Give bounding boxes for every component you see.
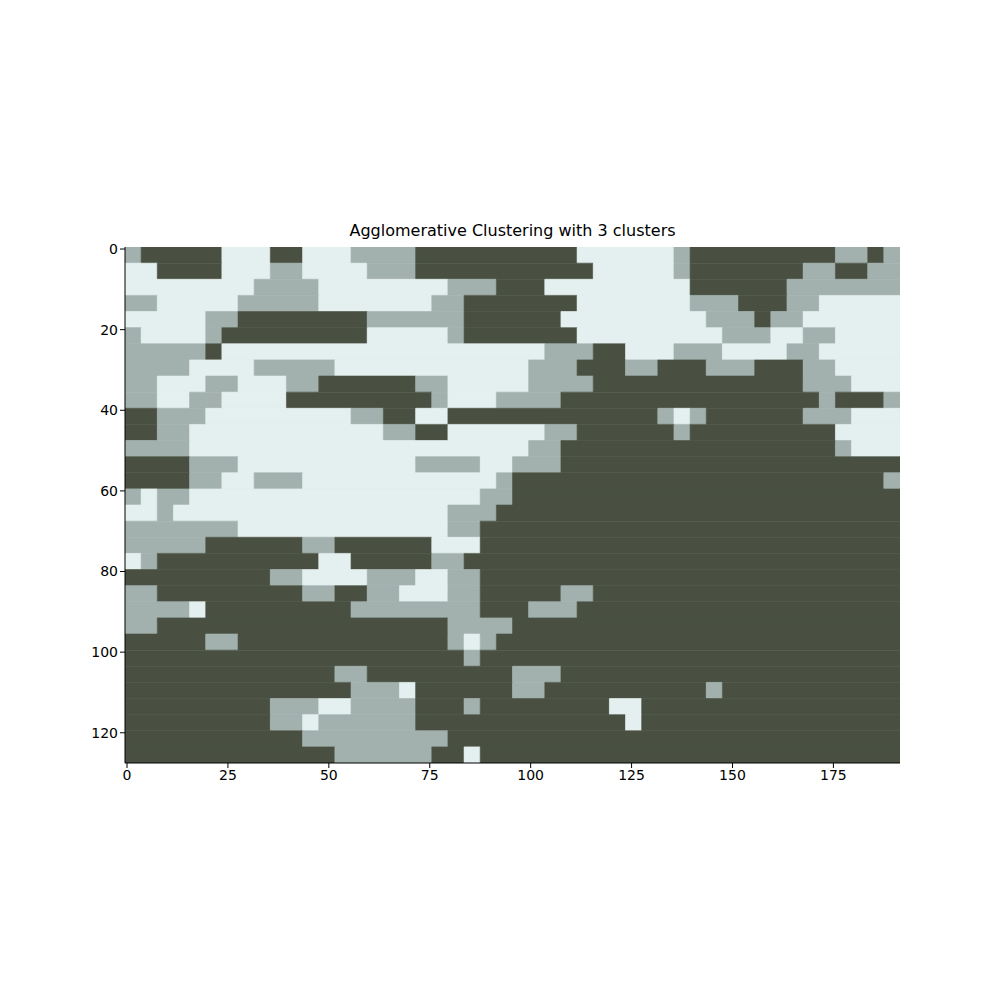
svg-text:100: 100 <box>91 644 118 660</box>
svg-text:50: 50 <box>320 767 338 783</box>
svg-text:175: 175 <box>820 767 847 783</box>
svg-text:100: 100 <box>517 767 544 783</box>
svg-text:125: 125 <box>618 767 645 783</box>
svg-text:40: 40 <box>100 402 118 418</box>
svg-text:25: 25 <box>219 767 237 783</box>
html-text:Agglomerative Clustering with: Agglomerative Clustering with 3 clusters <box>349 221 676 240</box>
svg-text:75: 75 <box>421 767 439 783</box>
svg-text:80: 80 <box>100 563 118 579</box>
svg-text:0: 0 <box>109 241 118 257</box>
svg-text:0: 0 <box>123 767 132 783</box>
svg-text:120: 120 <box>91 725 118 741</box>
svg-text:150: 150 <box>719 767 746 783</box>
svg-text:60: 60 <box>100 483 118 499</box>
svg-text:20: 20 <box>100 322 118 338</box>
